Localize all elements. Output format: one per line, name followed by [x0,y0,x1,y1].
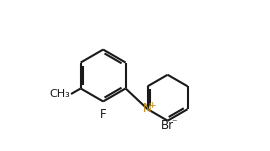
Text: Br: Br [161,119,174,132]
Text: N: N [143,102,151,115]
Text: CH₃: CH₃ [49,89,70,99]
Text: +: + [148,101,156,110]
Text: F: F [100,108,106,121]
Text: ⁻: ⁻ [171,119,177,129]
